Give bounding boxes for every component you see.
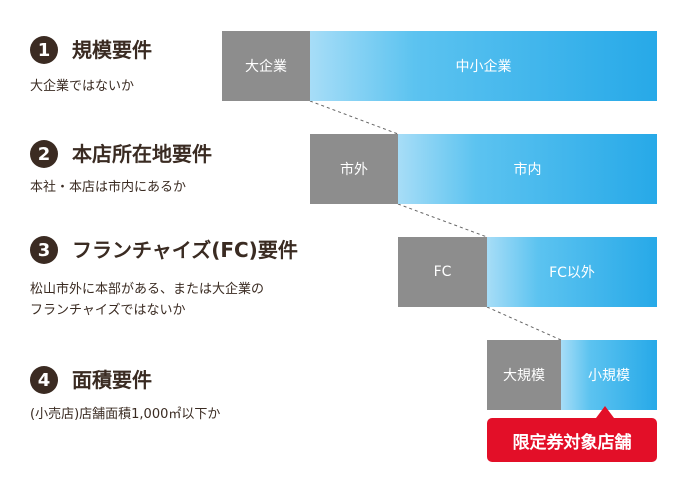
badge-pointer xyxy=(596,406,614,418)
excluded-segment-3: FC xyxy=(398,237,487,307)
requirement-title-1: 規模要件 xyxy=(72,38,152,62)
requirement-desc-1: 大企業ではないか xyxy=(30,79,135,94)
bar-row-2: 市外 市内 xyxy=(310,134,657,204)
eligible-segment-2: 市内 xyxy=(398,134,657,204)
eligible-store-badge: 限定券対象店舗 xyxy=(487,418,657,462)
requirement-title-2: 本店所在地要件 xyxy=(72,142,212,166)
excluded-segment-1: 大企業 xyxy=(222,31,310,101)
eligible-segment-4: 小規模 xyxy=(561,340,657,410)
step-number-1: 1 xyxy=(30,36,58,64)
requirement-desc-4: (小売店)店舗面積1,000㎡以下か xyxy=(30,407,221,422)
eligible-segment-1: 中小企業 xyxy=(310,31,657,101)
excluded-segment-2: 市外 xyxy=(310,134,398,204)
step-number-2: 2 xyxy=(30,140,58,168)
step-number-4: 4 xyxy=(30,366,58,394)
requirement-desc-2: 本社・本店は市内にあるか xyxy=(30,180,187,195)
requirement-title-3: フランチャイズ(FC)要件 xyxy=(72,238,298,262)
bar-row-4: 大規模 小規模 xyxy=(487,340,657,410)
excluded-segment-4: 大規模 xyxy=(487,340,561,410)
eligible-segment-3: FC以外 xyxy=(487,237,657,307)
requirement-desc-3-line1: 松山市外に本部がある、または大企業の xyxy=(30,282,265,297)
bar-row-3: FC FC以外 xyxy=(398,237,657,307)
requirement-desc-3-line2: フランチャイズではないか xyxy=(30,303,186,318)
requirement-title-4: 面積要件 xyxy=(72,368,152,392)
step-number-3: 3 xyxy=(30,236,58,264)
bar-row-1: 大企業 中小企業 xyxy=(222,31,657,101)
